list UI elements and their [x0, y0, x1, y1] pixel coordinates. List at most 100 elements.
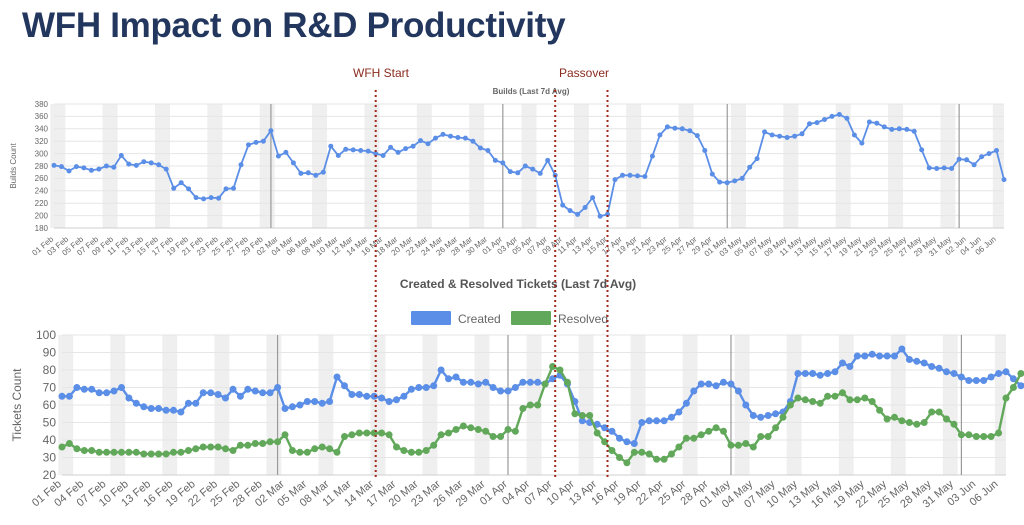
- data-point: [66, 168, 72, 174]
- data-point: [193, 195, 199, 201]
- data-point: [341, 382, 348, 390]
- data-point: [393, 443, 400, 451]
- data-point: [876, 406, 884, 414]
- y-tick-label: 300: [35, 149, 49, 158]
- data-point: [199, 389, 207, 397]
- data-point: [118, 384, 125, 391]
- data-point: [445, 375, 452, 383]
- data-point: [504, 426, 512, 433]
- data-point: [682, 434, 690, 442]
- data-point: [177, 408, 185, 416]
- data-point: [515, 170, 521, 176]
- data-point: [727, 380, 735, 388]
- data-point: [972, 433, 980, 440]
- legend-label-created: Created: [458, 312, 501, 326]
- data-point: [231, 185, 236, 191]
- data-point: [363, 392, 371, 400]
- data-point: [851, 132, 857, 138]
- data-point: [705, 427, 713, 435]
- data-point: [590, 195, 596, 201]
- data-point: [201, 196, 207, 202]
- data-point: [987, 373, 995, 381]
- data-point: [905, 356, 913, 363]
- data-point: [645, 417, 653, 425]
- event-label-wfh-start: WFH Start: [353, 66, 410, 80]
- data-point: [126, 161, 132, 167]
- data-point: [222, 445, 229, 453]
- data-point: [118, 448, 125, 456]
- data-point: [868, 350, 876, 358]
- data-point: [274, 438, 282, 446]
- data-point: [343, 146, 349, 152]
- builds-y-axis-title: Builds Count: [9, 143, 18, 189]
- data-point: [141, 159, 147, 165]
- data-point: [904, 126, 910, 132]
- data-point: [385, 398, 393, 405]
- data-point: [522, 163, 528, 169]
- data-point: [883, 415, 891, 423]
- data-point: [171, 185, 177, 191]
- data-point: [868, 398, 876, 405]
- data-point: [734, 387, 742, 395]
- data-point: [541, 380, 549, 388]
- data-point: [214, 443, 222, 451]
- data-point: [59, 164, 64, 170]
- data-point: [935, 364, 943, 372]
- data-point: [792, 133, 798, 139]
- y-tick-label: 320: [35, 137, 49, 146]
- data-point: [687, 128, 693, 134]
- data-point: [545, 157, 551, 163]
- data-point: [846, 363, 854, 370]
- data-point: [155, 450, 163, 458]
- data-point: [638, 419, 646, 426]
- data-point: [994, 148, 999, 153]
- data-point: [229, 385, 237, 393]
- data-point: [705, 380, 713, 388]
- data-point: [720, 378, 727, 386]
- data-point: [207, 389, 215, 397]
- data-point: [664, 124, 670, 130]
- data-point: [422, 447, 430, 454]
- data-point: [497, 387, 505, 395]
- data-point: [623, 438, 631, 446]
- data-point: [440, 131, 446, 137]
- data-point: [415, 384, 423, 391]
- data-point: [388, 144, 394, 150]
- data-point: [965, 431, 973, 439]
- data-point: [727, 441, 735, 449]
- data-point: [809, 398, 817, 405]
- data-point: [341, 433, 348, 440]
- data-point: [675, 408, 683, 416]
- data-point: [365, 148, 371, 154]
- data-point: [400, 447, 408, 454]
- data-point: [724, 180, 730, 186]
- data-point: [1017, 370, 1024, 377]
- data-point: [259, 440, 267, 447]
- data-point: [742, 440, 750, 447]
- data-point: [81, 165, 87, 171]
- y-tick-label: 90: [43, 346, 57, 360]
- data-point: [844, 115, 850, 121]
- data-point: [163, 166, 169, 172]
- data-point: [507, 169, 513, 175]
- data-point: [482, 378, 490, 386]
- tickets-y-axis-title: Tickets Count: [10, 368, 24, 442]
- data-point: [941, 165, 947, 171]
- data-point: [296, 401, 304, 409]
- data-point: [467, 378, 475, 386]
- data-point: [831, 368, 839, 376]
- data-point: [749, 412, 757, 419]
- data-point: [489, 384, 497, 391]
- data-point: [363, 429, 371, 437]
- data-point: [288, 447, 296, 454]
- data-point: [437, 366, 445, 374]
- data-point: [913, 357, 921, 365]
- data-point: [133, 162, 139, 168]
- data-point: [335, 153, 341, 158]
- data-point: [88, 167, 94, 173]
- data-point: [467, 424, 475, 432]
- data-point: [935, 408, 943, 416]
- data-point: [118, 153, 124, 158]
- data-point: [103, 389, 111, 397]
- data-point: [534, 378, 542, 386]
